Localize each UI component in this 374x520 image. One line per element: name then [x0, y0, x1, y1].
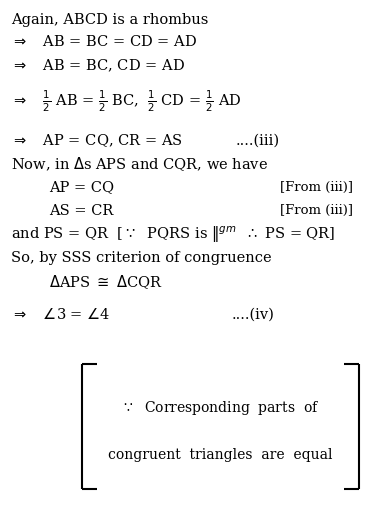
Text: AS = CR: AS = CR [49, 204, 113, 217]
Text: $\Rightarrow$   $\angle$3 = $\angle$4: $\Rightarrow$ $\angle$3 = $\angle$4 [11, 307, 111, 322]
Text: ....(iii): ....(iii) [236, 134, 280, 147]
Text: [From (iii)]: [From (iii)] [280, 204, 353, 217]
Text: $\Rightarrow$   AB = BC, CD = AD: $\Rightarrow$ AB = BC, CD = AD [11, 58, 185, 74]
Text: So, by SSS criterion of congruence: So, by SSS criterion of congruence [11, 252, 272, 265]
Text: $\Rightarrow$   $\frac{1}{2}$ AB = $\frac{1}{2}$ BC,  $\frac{1}{2}$ CD = $\frac{: $\Rightarrow$ $\frac{1}{2}$ AB = $\frac{… [11, 88, 242, 113]
Text: ....(iv): ....(iv) [232, 308, 275, 321]
Text: $\Delta$APS $\cong$ $\Delta$CQR: $\Delta$APS $\cong$ $\Delta$CQR [49, 273, 163, 291]
Text: $\Rightarrow$   AB = BC = CD = AD: $\Rightarrow$ AB = BC = CD = AD [11, 34, 197, 49]
Text: Now, in $\Delta$s APS and CQR, we have: Now, in $\Delta$s APS and CQR, we have [11, 155, 269, 173]
Text: Again, ABCD is a rhombus: Again, ABCD is a rhombus [11, 13, 209, 27]
Text: $\because$  Corresponding  parts  of: $\because$ Corresponding parts of [122, 399, 320, 417]
Text: [From (iii)]: [From (iii)] [280, 180, 353, 193]
Text: and PS = QR  [$\because$  PQRS is $\|^{gm}$  $\therefore$ PS = QR]: and PS = QR [$\because$ PQRS is $\|^{gm}… [11, 225, 336, 245]
Text: congruent  triangles  are  equal: congruent triangles are equal [108, 448, 333, 462]
Text: $\Rightarrow$   AP = CQ, CR = AS: $\Rightarrow$ AP = CQ, CR = AS [11, 132, 183, 149]
Text: AP = CQ: AP = CQ [49, 180, 114, 194]
